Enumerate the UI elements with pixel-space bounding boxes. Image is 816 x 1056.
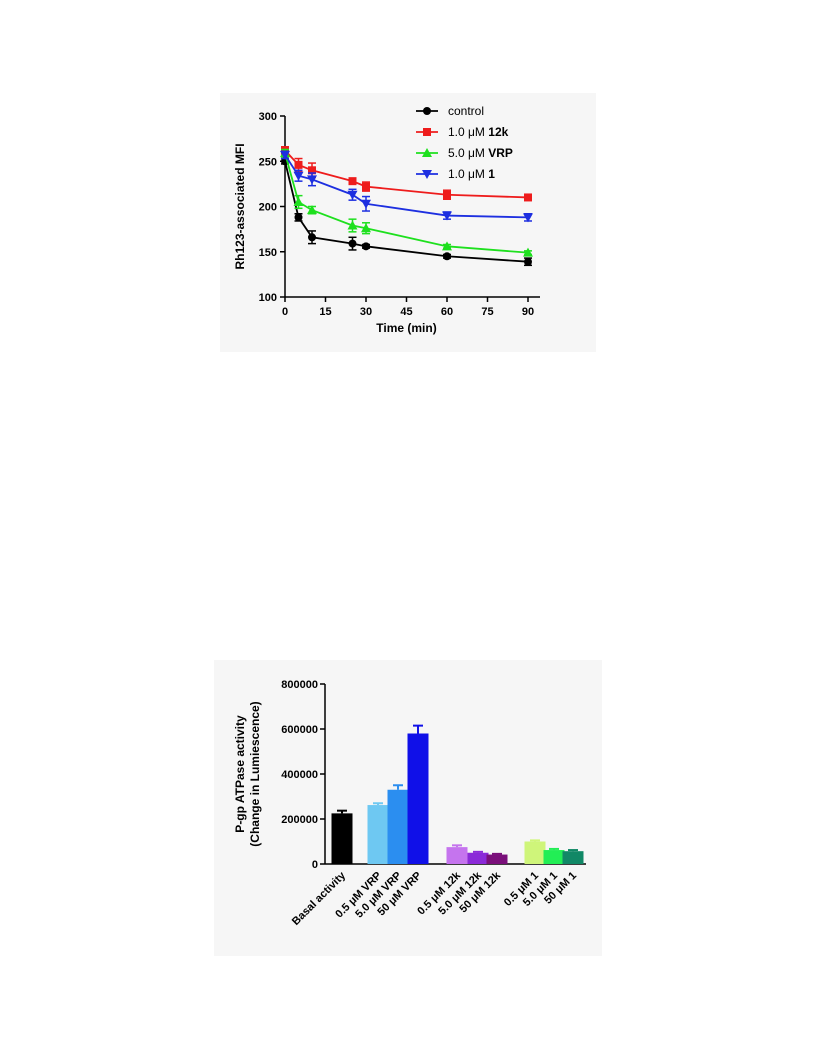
- data-point: [308, 166, 316, 175]
- data-point: [307, 205, 317, 215]
- bar: [387, 789, 409, 864]
- data-point: [348, 177, 357, 186]
- x-tick-label: 30: [360, 306, 372, 318]
- x-tick-label: 75: [481, 306, 493, 318]
- y-axis-title-line1: P-gp ATPase activity: [233, 715, 247, 833]
- bar: [407, 733, 429, 864]
- legend-marker: [423, 107, 431, 115]
- y-axis-title: Rh123-associated MFI: [233, 143, 247, 269]
- y-tick-label: 250: [259, 156, 277, 168]
- y-tick-label: 100: [259, 292, 277, 304]
- x-tick-label: 15: [319, 306, 331, 318]
- data-point: [308, 233, 316, 242]
- legend-label-prefix: 5.0 μM: [448, 146, 488, 160]
- legend-label-bold: VRP: [488, 146, 513, 160]
- data-point: [524, 193, 532, 202]
- data-point: [307, 175, 317, 185]
- y-tick-label: 0: [312, 859, 318, 871]
- bar: [331, 813, 353, 864]
- legend-marker: [423, 128, 431, 136]
- line-chart-panel: 100 150 200 250 300 0 15 30 45 60 75 90 Time (min) Rh…: [220, 93, 596, 352]
- data-point: [293, 171, 304, 181]
- line-chart: 100 150 200 250 300 0 15 30 45 60 75 90 Time (min) Rh…: [233, 104, 540, 335]
- series-3: [280, 150, 533, 223]
- data-point: [361, 199, 371, 209]
- legend-label: control: [448, 104, 484, 118]
- legend-label-bold: 12k: [488, 125, 508, 139]
- bar: [562, 851, 584, 864]
- data-point: [523, 247, 533, 257]
- data-point: [443, 190, 451, 199]
- data-point: [361, 223, 371, 233]
- y-tick-label: 150: [259, 247, 277, 259]
- legend-label: 5.0 μM VRP: [448, 146, 513, 160]
- legend-marker: [422, 148, 432, 157]
- series-line: [284, 154, 529, 219]
- y-tick-label: 200000: [281, 814, 318, 826]
- data-point: [347, 190, 358, 200]
- bar: [543, 850, 565, 864]
- bar-chart-panel: 0 200000 400000 600000 800000 Basal activity 0…: [214, 660, 602, 956]
- y-axis-title-line2: (Change in Lumiescence): [248, 701, 262, 846]
- legend-label-prefix: 1.0 μM: [448, 125, 488, 139]
- data-point: [347, 220, 358, 230]
- legend-label-bold: 1: [488, 167, 495, 181]
- bar: [486, 854, 508, 864]
- data-point: [294, 160, 303, 169]
- legend-label-prefix: 1.0 μM: [448, 167, 488, 181]
- data-point: [443, 252, 451, 261]
- legend-label: 1.0 μM 1: [448, 167, 495, 181]
- data-point: [524, 257, 532, 266]
- y-tick-label: 300: [259, 111, 277, 123]
- x-tick-label: 45: [400, 306, 412, 318]
- data-point: [293, 196, 304, 206]
- x-axis-title: Time (min): [376, 321, 436, 335]
- bar: [367, 805, 389, 864]
- bar: [446, 847, 468, 864]
- bar: [524, 841, 546, 864]
- x-tick-label: 0: [282, 306, 288, 318]
- y-tick-label: 200: [259, 202, 277, 214]
- data-point: [294, 213, 303, 222]
- data-point: [442, 211, 452, 221]
- legend-label: 1.0 μM 12k: [448, 125, 509, 139]
- y-tick-label: 800000: [281, 679, 318, 691]
- y-tick-label: 600000: [281, 724, 318, 736]
- data-point: [442, 241, 452, 251]
- series-0: [281, 157, 532, 267]
- data-point: [348, 239, 357, 248]
- legend-marker: [422, 170, 432, 179]
- data-point: [362, 242, 370, 251]
- series-2: [280, 148, 533, 257]
- x-tick-label: 60: [441, 306, 453, 318]
- x-tick-label: 90: [522, 306, 534, 318]
- data-point: [362, 182, 370, 191]
- bar: [467, 852, 489, 864]
- data-point: [523, 213, 533, 223]
- y-tick-label: 400000: [281, 769, 318, 781]
- data-point: [280, 150, 290, 160]
